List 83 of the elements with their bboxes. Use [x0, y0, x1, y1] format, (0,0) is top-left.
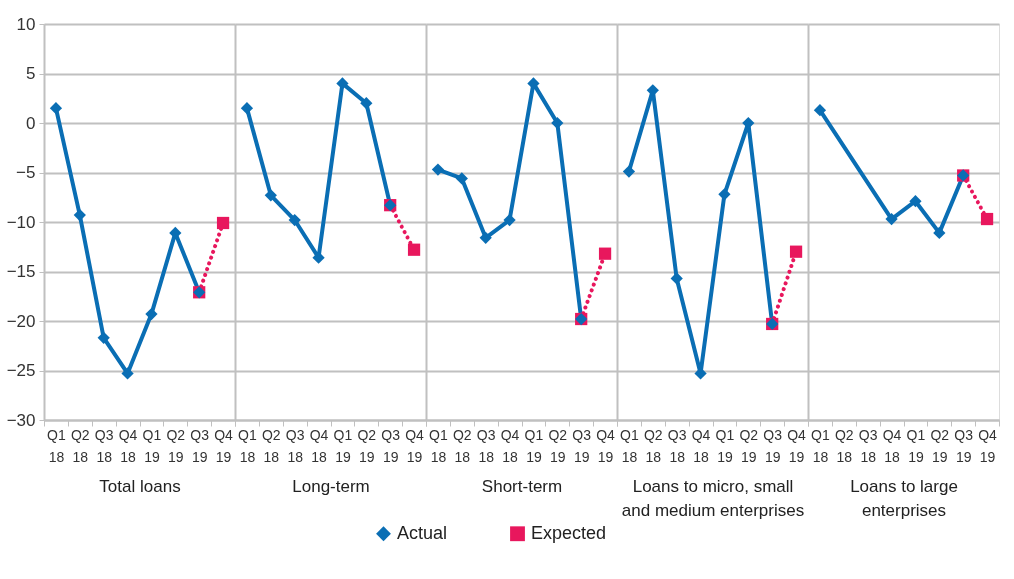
point — [288, 213, 301, 227]
x-tick-label: Q2 19 — [548, 426, 568, 465]
legend-label: Actual — [397, 522, 448, 543]
point — [622, 165, 636, 178]
y-tick-label: −20 — [6, 311, 36, 331]
point — [670, 272, 683, 285]
x-tick-label: Q2 18 — [643, 426, 663, 465]
point — [718, 188, 731, 201]
x-tick-label: Q1 18 — [238, 426, 257, 465]
x-tick-label: Q2 18 — [834, 426, 854, 465]
x-tick-label: Q3 18 — [94, 426, 114, 465]
x-tick-label: Q2 19 — [739, 426, 759, 465]
point — [885, 212, 898, 226]
point — [336, 77, 349, 90]
x-tick-label: Q4 18 — [500, 426, 520, 465]
x-tick-label: Q3 19 — [190, 426, 210, 465]
x-tick-label: Q2 18 — [261, 426, 281, 465]
x-tick-label: Q4 19 — [405, 426, 425, 465]
x-tick-label: Q1 19 — [333, 426, 353, 465]
point — [49, 102, 63, 115]
x-tick-label: Q1 19 — [142, 426, 162, 465]
point — [551, 116, 564, 130]
x-tick-label: Q3 19 — [954, 426, 974, 465]
point — [789, 245, 803, 258]
x-axis-title: Long-term — [292, 476, 370, 496]
point — [431, 163, 445, 176]
x-tick-label: Q1 19 — [524, 426, 544, 465]
point — [240, 102, 254, 115]
x-tick-label: Q2 18 — [70, 426, 90, 465]
y-tick-label: −25 — [6, 361, 36, 380]
point — [598, 247, 612, 260]
point — [455, 172, 468, 185]
y-tick-label: 10 — [16, 14, 36, 34]
y-tick-label: 5 — [26, 64, 36, 83]
point — [360, 97, 373, 110]
x-axis-title: Loans to large enterprises — [850, 476, 958, 520]
x-tick-label: Q3 18 — [667, 426, 687, 465]
point — [909, 195, 922, 208]
legend-label: Expected — [531, 522, 607, 543]
y-tick-label: −5 — [16, 163, 36, 182]
point — [145, 307, 158, 321]
x-tick-label: Q4 18 — [309, 426, 329, 465]
x-axis-title: Total loans — [99, 476, 181, 496]
x-tick-label: Q4 18 — [118, 426, 138, 465]
point — [503, 213, 516, 227]
x-tick-label: Q2 19 — [357, 426, 377, 465]
x-tick-label: Q2 19 — [166, 426, 186, 465]
x-tick-label: Q3 18 — [858, 426, 878, 465]
point — [97, 331, 110, 344]
point — [813, 104, 827, 117]
x-tick-label: Q1 18 — [429, 426, 448, 465]
x-tick-label: Q3 19 — [381, 426, 401, 465]
point — [479, 231, 492, 244]
y-tick-label: −10 — [6, 212, 36, 232]
point — [407, 243, 421, 256]
x-tick-label: Q4 19 — [214, 426, 234, 465]
point — [933, 226, 946, 240]
x-tick-label: Q4 19 — [596, 426, 616, 465]
point — [73, 208, 86, 222]
x-axis-title: Loans to micro, small and medium enterprises — [621, 476, 805, 520]
x-tick-label: Q1 18 — [620, 426, 639, 465]
x-tick-label: Q3 19 — [572, 426, 592, 465]
x-tick-label: Q2 19 — [930, 426, 950, 465]
x-tick-label: Q1 19 — [715, 426, 735, 465]
point — [216, 216, 230, 230]
y-tick-label: −30 — [6, 410, 36, 430]
x-axis-title: Short-term — [481, 476, 563, 496]
y-tick-label: −15 — [6, 262, 36, 281]
point — [264, 189, 277, 202]
x-tick-label: Q3 18 — [476, 426, 496, 465]
point — [980, 212, 994, 226]
x-tick-label: Q4 18 — [691, 426, 711, 465]
point — [121, 367, 134, 380]
x-tick-label: Q1 18 — [811, 426, 830, 465]
x-tick-label: Q4 18 — [882, 426, 902, 465]
x-tick-label: Q4 19 — [978, 426, 998, 465]
x-tick-label: Q1 18 — [47, 426, 66, 465]
x-tick-label: Q4 19 — [787, 426, 807, 465]
x-tick-label: Q3 19 — [763, 426, 783, 465]
y-tick-label: 0 — [26, 113, 36, 133]
x-tick-label: Q1 19 — [906, 426, 926, 465]
x-tick-label: Q3 18 — [285, 426, 305, 465]
x-tick-label: Q2 18 — [452, 426, 472, 465]
